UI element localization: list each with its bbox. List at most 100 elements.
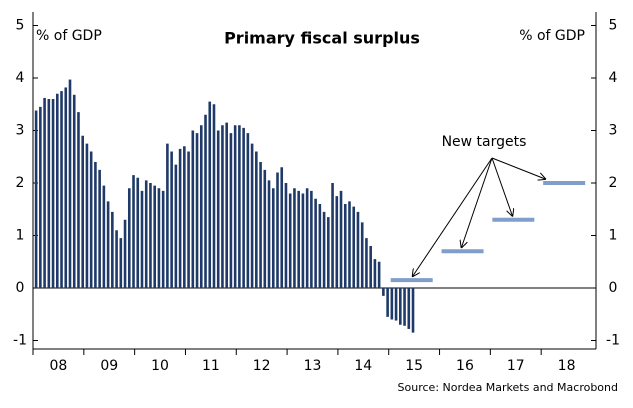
y-tick-label-right: 2 — [609, 175, 618, 191]
bar — [305, 188, 309, 288]
bar — [403, 288, 406, 326]
bar — [208, 101, 212, 288]
bar — [106, 201, 110, 288]
y-tick-label-right: 0 — [609, 280, 618, 296]
bar — [72, 94, 76, 288]
bar — [271, 188, 275, 288]
bar — [212, 104, 216, 288]
bar — [195, 133, 199, 288]
bar — [284, 183, 288, 288]
bar — [343, 204, 347, 288]
x-tick-label: 17 — [507, 358, 525, 374]
chart-title: Primary fiscal surplus — [224, 29, 420, 48]
bar — [153, 185, 156, 288]
bar — [55, 93, 59, 288]
x-tick-label: 08 — [49, 358, 67, 374]
y-tick-label-right: 1 — [609, 228, 618, 244]
annotation-arrow — [491, 157, 545, 179]
bar — [246, 133, 250, 288]
y-tick-label: 5 — [16, 18, 25, 34]
bar — [127, 188, 131, 288]
y-tick-label: 3 — [16, 123, 25, 139]
bar — [178, 148, 182, 288]
x-tick-label: 09 — [100, 358, 118, 374]
bar — [331, 183, 334, 288]
bar — [394, 288, 398, 321]
y-axis-label-right: % of GDP — [519, 28, 585, 44]
annotation-arrow — [491, 157, 512, 216]
bar — [170, 151, 173, 288]
bar — [263, 169, 267, 288]
y-tick-label-right: -1 — [606, 333, 620, 349]
bar — [373, 259, 377, 288]
bar — [352, 206, 356, 288]
bar — [51, 99, 55, 288]
bar — [174, 164, 178, 288]
x-tick-label: 14 — [354, 358, 372, 374]
annotation: New targets — [442, 134, 527, 150]
bar — [191, 130, 195, 288]
x-tick-label: 10 — [151, 358, 169, 374]
y-tick-label: 4 — [16, 70, 25, 86]
bar — [123, 219, 127, 288]
bar — [327, 217, 330, 288]
y-tick-label-right: 3 — [609, 123, 618, 139]
bar — [216, 130, 220, 288]
bar — [149, 183, 152, 288]
bar — [132, 175, 135, 288]
x-tick-label: 11 — [202, 358, 220, 374]
bar — [310, 190, 313, 288]
bar — [47, 99, 51, 288]
bar — [136, 177, 140, 288]
y-tick-label: 1 — [16, 228, 25, 244]
bar — [238, 125, 241, 288]
bar — [407, 288, 411, 329]
bar — [348, 201, 351, 288]
annotation-arrow — [462, 157, 493, 247]
bar — [360, 222, 364, 288]
bar — [115, 230, 118, 288]
bar — [187, 151, 190, 288]
bar — [43, 97, 46, 288]
bar — [276, 172, 279, 288]
bar — [250, 143, 254, 288]
bar — [39, 106, 42, 288]
bar — [140, 190, 144, 288]
bar — [301, 193, 305, 288]
bar — [267, 180, 271, 288]
bar — [390, 288, 394, 320]
source: Source: Nordea Markets and Macrobond — [398, 381, 618, 394]
bar — [288, 193, 292, 288]
x-tick-label: 15 — [405, 358, 423, 374]
bar — [98, 169, 101, 288]
bar — [204, 114, 207, 288]
bar — [157, 188, 161, 288]
bar — [85, 143, 89, 288]
y-tick-label: 2 — [16, 175, 25, 191]
x-tick-label: 13 — [304, 358, 322, 374]
y-tick-label-right: 5 — [609, 18, 618, 34]
bar — [377, 261, 381, 288]
bar — [322, 211, 326, 288]
bar — [119, 238, 123, 288]
bar — [335, 196, 339, 288]
bar — [259, 162, 262, 288]
bar — [60, 91, 63, 288]
y-tick-label: -1 — [13, 333, 27, 349]
bar — [102, 185, 106, 288]
bar — [94, 162, 97, 288]
bar — [111, 211, 114, 288]
bar — [81, 135, 85, 288]
bar — [183, 146, 186, 288]
bar — [386, 288, 389, 317]
bar — [161, 190, 165, 288]
bar — [365, 238, 368, 288]
bar — [318, 204, 322, 288]
bar — [89, 151, 93, 288]
bar — [399, 288, 402, 325]
bar — [293, 188, 296, 288]
bar — [166, 143, 169, 288]
bar — [339, 190, 343, 288]
x-tick-label: 18 — [558, 358, 576, 374]
